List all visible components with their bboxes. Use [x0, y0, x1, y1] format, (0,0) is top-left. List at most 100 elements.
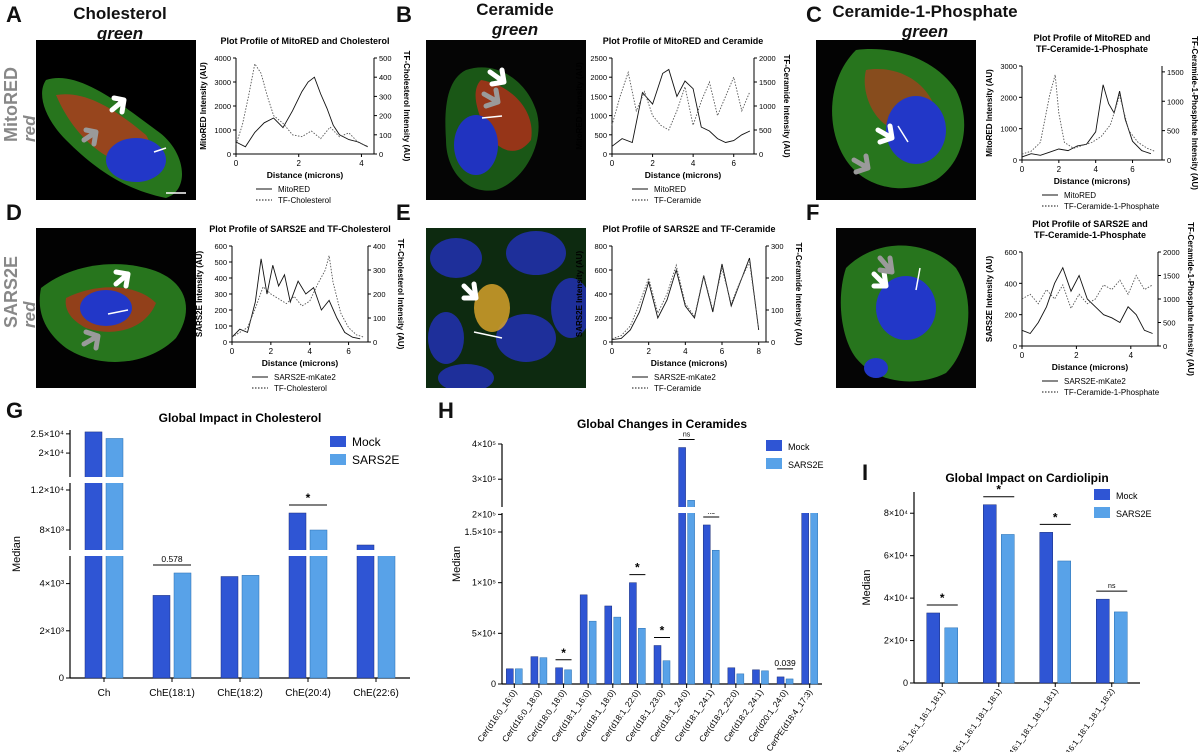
- micrograph-b: [426, 40, 586, 200]
- x-axis-label: Distance (microns): [1052, 362, 1129, 372]
- y-tick-label-left: 200: [214, 306, 227, 315]
- axis-break: [62, 550, 412, 556]
- y-tick-label-left: 400: [594, 290, 607, 299]
- bar-chart-i: Global Impact on Cardiolipin 8×10⁴ 6×10⁴ 4×…: [861, 471, 1152, 752]
- y-tick-label-left: 500: [214, 258, 227, 267]
- y-tick-label-right: 1000: [1163, 295, 1180, 304]
- x-tick-label: CL(16:1_18:1_18:1_18:1): [1000, 687, 1060, 752]
- profile-chart-d: Plot Profile of SARS2E and TF-Cholestero…: [195, 224, 405, 393]
- y-tick-label-right: 300: [373, 266, 386, 275]
- x-tick-label: 2: [650, 159, 655, 168]
- y-axis-label-left: SARS2E Intensity (AU): [195, 251, 204, 338]
- y-tick-label: 1×10⁵: [472, 578, 496, 588]
- x-tick-label: 6: [346, 347, 351, 356]
- bar-sars2e: [736, 673, 745, 685]
- x-tick-label: 4: [1129, 351, 1134, 360]
- y-tick-label-right: 100: [379, 131, 392, 140]
- panel-label-f: F: [806, 200, 820, 225]
- legend-label: TF-Cholesterol: [274, 384, 327, 393]
- x-tick-label: 4: [1093, 165, 1098, 174]
- y-tick-label: 2×10⁴: [884, 636, 908, 646]
- bar-sars2e: [944, 627, 958, 684]
- y-tick-label-left: 1500: [590, 92, 607, 101]
- significance-label: 0.578: [161, 554, 183, 564]
- y-tick-label-right: 100: [771, 306, 784, 315]
- bar-sars2e: [613, 616, 622, 685]
- series-line-mitored: [1021, 84, 1152, 158]
- y-tick-label-left: 2000: [214, 102, 231, 111]
- y-tick-label-right: 500: [1167, 127, 1180, 136]
- bar-sars2e: [309, 529, 328, 679]
- legend-label: TF-Ceramide-1-Phosphate: [1064, 202, 1160, 211]
- y-tick-label-right: 1500: [759, 78, 776, 87]
- significance-label: *: [1053, 510, 1058, 524]
- chart-title: Global Impact in Cholesterol: [159, 411, 322, 425]
- bar-sars2e: [810, 510, 818, 685]
- legend-swatch: [330, 436, 346, 447]
- legend-label: SARS2E: [788, 460, 824, 470]
- legend-swatch: [766, 440, 782, 451]
- bar-mock: [555, 667, 563, 685]
- x-tick-label: 0: [610, 347, 615, 356]
- y-tick-label-left: 3000: [214, 78, 231, 87]
- y-tick-label: 4×10⁴: [884, 593, 908, 603]
- series-line-sars2e-mkate2: [231, 258, 361, 340]
- legend-label: MitoRED: [1064, 191, 1096, 200]
- series-line-mitored: [235, 76, 368, 148]
- chart-title: Plot Profile of MitoRED and Cholesterol: [220, 36, 389, 46]
- y-tick-label-right: 100: [373, 314, 386, 323]
- y-tick-label: 2×10⁵: [472, 509, 496, 519]
- bar-mock: [288, 512, 307, 679]
- bar-mock: [152, 595, 171, 679]
- legend-label: MitoRED: [654, 185, 686, 194]
- panel-label-i: I: [862, 460, 869, 485]
- legend-label: MitoRED: [278, 185, 310, 194]
- legend-label: TF-Cholesterol: [278, 196, 331, 205]
- x-tick-label: 0: [1020, 351, 1025, 360]
- legend-swatch: [330, 454, 346, 465]
- axis-break: [494, 507, 824, 513]
- bar-chart-h: Global Changes in Ceramides 4×10⁵ 3×10⁵ 2×1…: [451, 417, 824, 752]
- bar-mock: [1096, 598, 1110, 684]
- significance-label: *: [660, 623, 665, 637]
- panel-label-b: B: [396, 2, 412, 27]
- x-tick-label: 2: [1057, 165, 1062, 174]
- y-tick-label-right: 300: [379, 92, 392, 101]
- legend-label: TF-Ceramide: [654, 196, 702, 205]
- x-axis-label: Distance (microns): [267, 170, 344, 180]
- bar-sars2e: [1001, 534, 1015, 684]
- chart-title: TF-Ceramide-1-Phosphate: [1036, 44, 1148, 54]
- y-tick-label-left: 400: [1004, 279, 1017, 288]
- y-axis-label-right: TF-Cholesterol Intensity (AU): [396, 239, 405, 350]
- x-tick-label: 0: [610, 159, 615, 168]
- legend-label: TF-Ceramide-1-Phosphate: [1064, 388, 1160, 397]
- x-axis-label: Distance (microns): [1054, 176, 1131, 186]
- y-tick-label-right: 500: [759, 126, 772, 135]
- y-tick-label-right: 2000: [1163, 248, 1180, 257]
- profile-chart-a: Plot Profile of MitoRED and Cholesterol 0…: [199, 36, 411, 205]
- bar-sars2e: [638, 628, 646, 685]
- bar-mock: [776, 676, 785, 685]
- panel-label-h: H: [438, 398, 454, 423]
- significance-label: *: [996, 483, 1001, 497]
- bar-sars2e: [761, 670, 769, 685]
- significance-label: ns: [683, 432, 691, 439]
- y-tick-label-right: 200: [379, 112, 392, 121]
- chart-title: Plot Profile of MitoRED and: [1034, 33, 1151, 43]
- column-title-name: Ceramide-1-Phosphate: [832, 2, 1018, 21]
- x-tick-label: 0: [234, 159, 239, 168]
- column-title-name: Ceramide: [476, 0, 554, 19]
- bar-sars2e: [564, 669, 572, 685]
- y-tick-label-left: 4000: [214, 54, 231, 63]
- y-tick-label-right: 1000: [1167, 97, 1184, 106]
- y-tick-label-left: 200: [1004, 311, 1017, 320]
- profile-chart-c: Plot Profile of MitoRED andTF-Ceramide-1…: [985, 33, 1199, 211]
- x-tick-label: 4: [307, 347, 312, 356]
- x-tick-label: 8: [756, 347, 761, 356]
- significance-label: *: [306, 491, 311, 505]
- panel-label-d: D: [6, 200, 22, 225]
- y-tick-label: 8×10³: [39, 525, 64, 536]
- y-tick-label-left: 300: [214, 290, 227, 299]
- micrograph-a: [36, 40, 196, 200]
